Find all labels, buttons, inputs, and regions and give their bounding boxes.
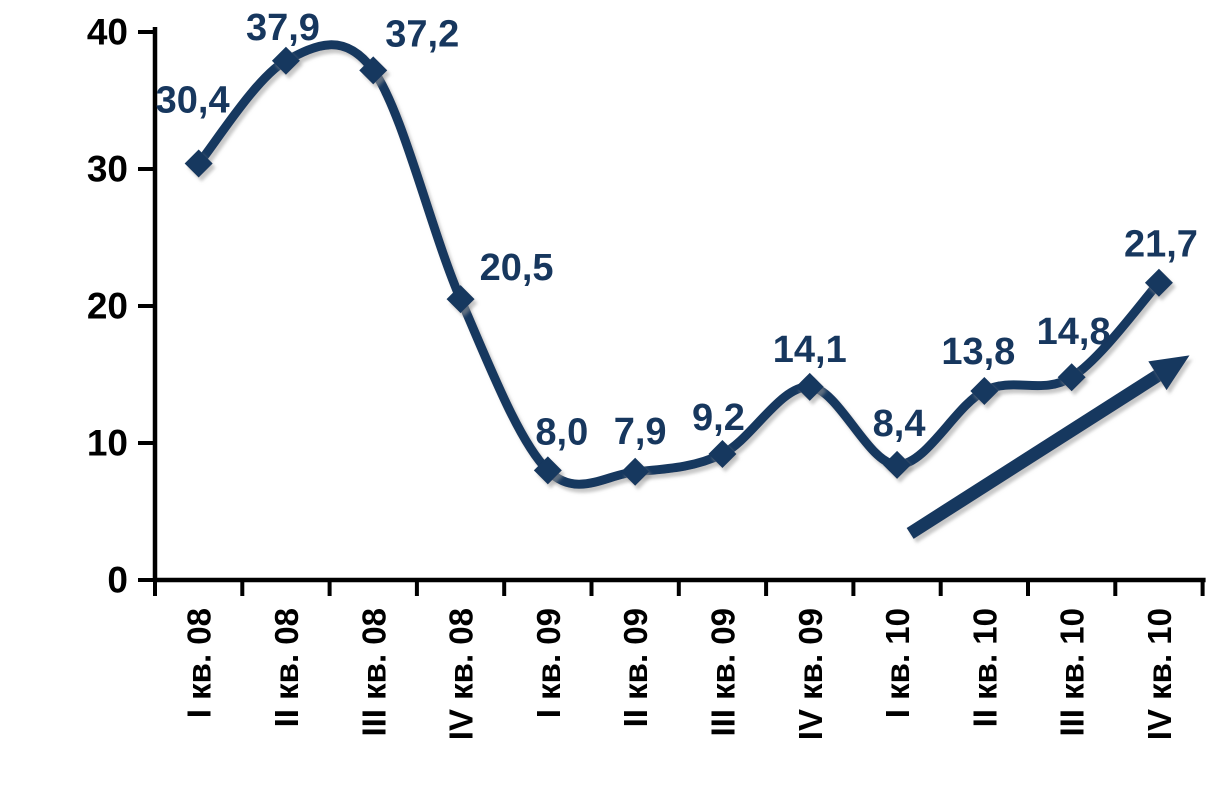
data-label: 37,9 — [246, 7, 320, 49]
data-label: 9,2 — [692, 397, 745, 439]
data-label: 8,0 — [535, 411, 588, 453]
data-labels: 30,4 37,9 37,2 20,5 8,0 7,9 9,2 14,1 8,4 13,8 14,8… — [156, 7, 1198, 454]
y-tick-label: 30 — [87, 149, 128, 190]
data-point-marker — [883, 450, 912, 479]
data-label: 20,5 — [480, 247, 554, 289]
series-markers — [184, 46, 1173, 486]
x-tick-label: I кв. 09 — [530, 608, 567, 718]
x-tick-label: III кв. 10 — [1054, 608, 1091, 737]
trend-arrow-head — [1148, 355, 1190, 391]
data-label: 37,2 — [385, 13, 459, 55]
axes — [138, 27, 1206, 596]
data-point-marker — [533, 456, 562, 485]
x-tick-label: IV кв. 09 — [792, 608, 829, 740]
data-point-marker — [359, 56, 388, 85]
y-tick-label: 20 — [87, 286, 128, 327]
data-point-marker — [708, 439, 737, 468]
x-tick-label: IV кв. 10 — [1141, 608, 1178, 740]
x-tick-label: II кв. 09 — [617, 608, 654, 727]
trend-arrow — [906, 355, 1190, 539]
series-line — [194, 40, 1164, 489]
x-tick-label: I кв. 08 — [181, 608, 218, 718]
data-label: 13,8 — [941, 331, 1015, 373]
data-label: 21,7 — [1124, 224, 1198, 266]
x-tick-label: II кв. 10 — [966, 608, 1003, 727]
series-line-path — [194, 40, 1164, 489]
y-tick-label: 0 — [107, 560, 128, 601]
data-point-marker — [1144, 268, 1173, 297]
data-point-marker — [184, 149, 213, 178]
x-tick-label: IV кв. 08 — [443, 608, 480, 740]
x-tick-label: II кв. 08 — [268, 608, 305, 727]
trend-arrow-shaft — [906, 365, 1168, 539]
data-label: 30,4 — [156, 80, 230, 122]
data-label: 14,1 — [773, 329, 847, 371]
data-point-marker — [970, 376, 999, 405]
x-tick-label: I кв. 10 — [879, 608, 916, 718]
data-point-marker — [1057, 363, 1086, 392]
x-axis-tick-labels: I кв. 08 II кв. 08 III кв. 08 IV кв. 08 I кв… — [181, 608, 1178, 740]
data-point-marker — [446, 285, 475, 314]
data-point-marker — [795, 372, 824, 401]
data-label: 8,4 — [873, 403, 926, 445]
y-tick-label: 10 — [87, 423, 128, 464]
x-tick-label: III кв. 09 — [704, 608, 741, 737]
data-label: 7,9 — [614, 411, 667, 453]
y-axis-tick-labels: 0 10 20 30 40 — [87, 12, 128, 601]
data-point-marker — [271, 46, 300, 75]
data-point-marker — [621, 457, 650, 486]
y-tick-label: 40 — [87, 12, 128, 53]
x-tick-label: III кв. 08 — [355, 608, 392, 737]
data-label: 14,8 — [1037, 311, 1111, 353]
